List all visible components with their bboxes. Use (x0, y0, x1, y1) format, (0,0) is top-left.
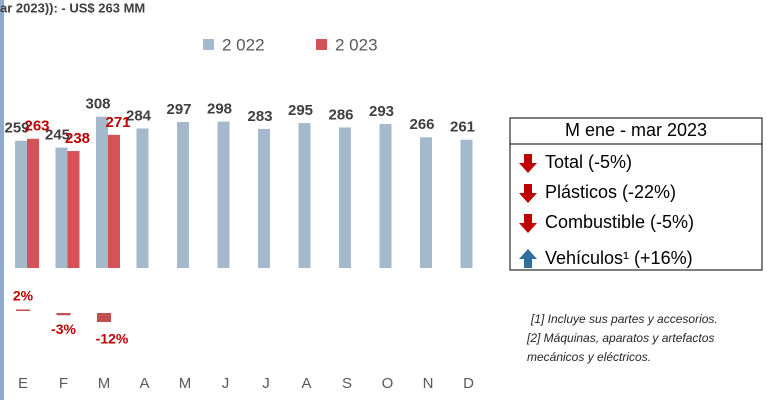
summary-box (509, 117, 763, 271)
x-tick-label: A (301, 375, 311, 392)
trend-arrow (519, 154, 537, 173)
data-label: 286 (328, 106, 353, 123)
summary-item: Combustible (-5%) (545, 212, 694, 232)
variation-bar (56, 313, 71, 316)
legend-swatch (316, 39, 327, 50)
x-tick-label: S (342, 375, 352, 392)
x-tick-label: J (222, 375, 230, 392)
data-label: 293 (369, 103, 394, 120)
data-label: 271 (105, 114, 130, 131)
x-tick-label: J (262, 375, 270, 392)
bar (27, 138, 39, 268)
x-tick-label: M (98, 375, 111, 392)
data-label: 283 (247, 108, 272, 125)
summary-item: Total (-5%) (545, 152, 632, 172)
data-label: 297 (166, 101, 191, 118)
trend-arrow (519, 249, 537, 268)
x-tick-label: F (59, 375, 68, 392)
bar (217, 121, 230, 268)
data-label: 259 (4, 120, 29, 137)
variation-label: 2% (13, 288, 34, 304)
footnote: mecánicos y eléctricos. (527, 350, 651, 364)
data-label: 295 (288, 102, 313, 119)
bar (96, 116, 108, 268)
x-tick-label: E (18, 375, 28, 392)
bar (55, 147, 68, 268)
bar (420, 137, 432, 268)
summary-title: M ene - mar 2023 (565, 120, 707, 140)
data-label: 266 (409, 116, 434, 133)
bar (258, 128, 270, 268)
x-tick-label: N (423, 375, 434, 392)
bar (298, 123, 311, 269)
x-tick-label: M (179, 375, 192, 392)
footnote: [2] Máquinas, aparatos y artefactos (526, 331, 714, 345)
bar (177, 122, 189, 268)
data-label: 263 (24, 118, 49, 135)
legend-label: 2 023 (335, 35, 378, 54)
page-edge (0, 0, 4, 400)
legend-swatch (203, 39, 214, 50)
x-tick-label: D (463, 375, 474, 392)
bar (108, 134, 120, 268)
x-tick-label: O (382, 375, 394, 392)
data-label: 245 (45, 127, 70, 144)
summary-item: Plásticos (-22%) (545, 182, 676, 202)
bar (67, 151, 80, 268)
data-label: 298 (207, 101, 232, 118)
bar (379, 124, 392, 268)
data-label: 238 (65, 130, 90, 147)
bar (136, 128, 149, 268)
legend-label: 2 022 (222, 35, 265, 54)
data-label: 308 (85, 96, 110, 113)
x-tick-label: A (139, 375, 149, 392)
variation-bar (97, 313, 111, 322)
trend-arrow (519, 214, 537, 233)
trend-arrow (519, 184, 537, 203)
chart-title: ar 2023)): - US$ 263 MM (0, 0, 145, 15)
variation-label: -3% (51, 321, 76, 337)
data-label: 261 (450, 119, 475, 136)
variation-label: -12% (96, 331, 129, 347)
summary-item: Vehículos¹ (+16%) (545, 248, 693, 268)
footnote: [1] Incluye sus partes y accesorios. (530, 312, 718, 326)
bar (339, 127, 351, 268)
variation-bar (16, 309, 30, 311)
data-label: 284 (126, 107, 152, 124)
bar (15, 140, 27, 268)
bar (460, 139, 473, 268)
